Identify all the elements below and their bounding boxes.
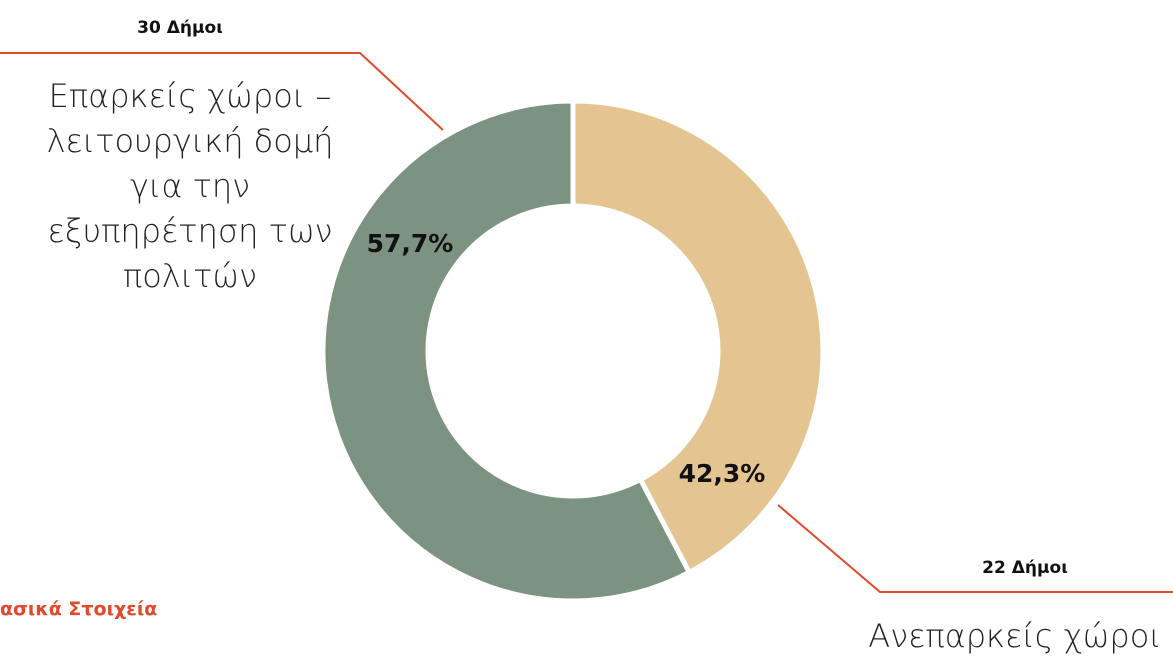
slice: [570, 98, 826, 576]
value-label: 57,7%: [367, 229, 454, 258]
section-heading: ασικά Στοιχεία: [0, 598, 158, 620]
category-label: Ανεπαρκείς χώροι: [868, 617, 1162, 655]
value-label: 42,3%: [679, 459, 766, 488]
count-label: 22 Δήμοι: [982, 558, 1068, 578]
leader-line: [0, 52, 444, 131]
count-label: 30 Δήμοι: [137, 18, 223, 38]
category-label: Επαρκείς χώροι – λειτουργική δομή για τη…: [46, 77, 334, 295]
leader-line: [777, 504, 1173, 593]
slice: [320, 98, 693, 604]
